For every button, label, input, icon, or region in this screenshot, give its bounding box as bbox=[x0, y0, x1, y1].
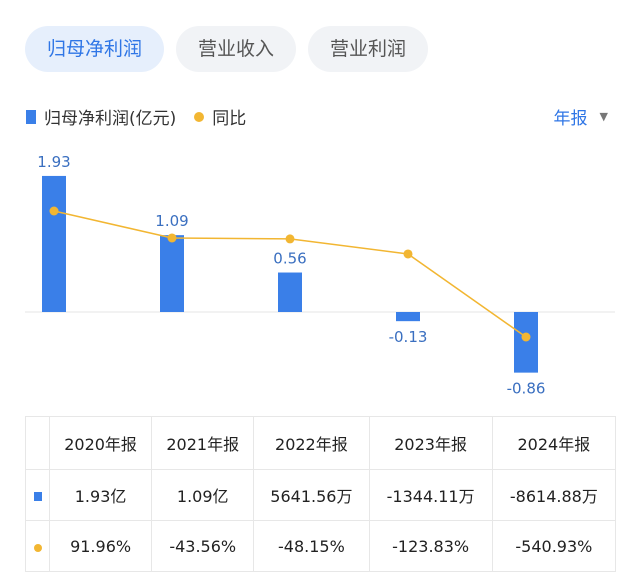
metric-tabs: 归母净利润 营业收入 营业利润 bbox=[25, 26, 429, 72]
table-cell: -123.83% bbox=[368, 520, 493, 572]
bar-2 bbox=[278, 272, 302, 312]
period-label: 年报 bbox=[553, 109, 588, 129]
yoy-point-1 bbox=[167, 233, 177, 243]
bar-label-3: -0.13 bbox=[389, 328, 428, 346]
bar-label-1: 1.09 bbox=[155, 212, 188, 230]
line-legend-label: 同比 bbox=[212, 109, 247, 129]
table-cell: -43.56% bbox=[151, 520, 255, 572]
profit-row-marker bbox=[25, 469, 50, 521]
bar-label-2: 0.56 bbox=[273, 250, 306, 268]
bar-1 bbox=[160, 235, 184, 312]
table-cell: -540.93% bbox=[491, 520, 617, 572]
bar-legend-marker bbox=[26, 109, 36, 124]
table-cell: -1344.11万 bbox=[368, 469, 493, 521]
yoy-row-marker bbox=[25, 520, 50, 572]
table-row-profit: 1.93亿 1.09亿 5641.56万 -1344.11万 -8614.88万 bbox=[25, 469, 617, 521]
bar-4 bbox=[514, 312, 538, 373]
bar-legend-label: 归母净利润(亿元) bbox=[44, 109, 177, 129]
line-legend-marker bbox=[194, 111, 205, 122]
table-header-cell: 2021年报 bbox=[151, 416, 255, 470]
yoy-point-0 bbox=[49, 206, 59, 216]
tab-revenue[interactable]: 营业收入 bbox=[176, 26, 297, 72]
yoy-point-3 bbox=[403, 249, 413, 259]
profit-chart: 1.93 1.09 0.56 -0.13 -0.86 bbox=[25, 153, 615, 398]
chevron-down-icon: ▼ bbox=[599, 110, 608, 123]
table-corner-cell bbox=[25, 416, 50, 470]
table-row-yoy: 91.96% -43.56% -48.15% -123.83% -540.93% bbox=[25, 520, 617, 572]
table-cell: 1.09亿 bbox=[151, 469, 255, 521]
table-cell: 91.96% bbox=[48, 520, 153, 572]
bar-label-0: 1.93 bbox=[37, 153, 70, 171]
yoy-point-2 bbox=[285, 234, 295, 244]
period-selector[interactable]: 年报 ▼ bbox=[554, 104, 608, 129]
table-cell: 1.93亿 bbox=[48, 469, 153, 521]
bar-0 bbox=[42, 175, 66, 312]
dot-marker-icon bbox=[33, 543, 42, 552]
tab-net-profit[interactable]: 归母净利润 bbox=[25, 26, 165, 72]
table-header-cell: 2024年报 bbox=[491, 416, 617, 470]
table-cell: -48.15% bbox=[253, 520, 370, 572]
bar-label-4: -0.86 bbox=[507, 380, 546, 398]
tab-operating-profit[interactable]: 营业利润 bbox=[308, 26, 429, 72]
table-cell: -8614.88万 bbox=[491, 469, 617, 521]
yoy-point-4 bbox=[521, 332, 531, 342]
table-header-cell: 2023年报 bbox=[368, 416, 493, 470]
table-cell: 5641.56万 bbox=[253, 469, 370, 521]
bar-3 bbox=[396, 312, 420, 322]
bar-marker-icon bbox=[33, 491, 42, 501]
data-table: 2020年报 2021年报 2022年报 2023年报 2024年报 1.93亿… bbox=[25, 416, 617, 572]
chart-legend: 归母净利润(亿元) 同比 bbox=[26, 104, 246, 129]
table-header-row: 2020年报 2021年报 2022年报 2023年报 2024年报 bbox=[25, 416, 617, 470]
table-header-cell: 2020年报 bbox=[48, 416, 153, 470]
table-header-cell: 2022年报 bbox=[253, 416, 370, 470]
